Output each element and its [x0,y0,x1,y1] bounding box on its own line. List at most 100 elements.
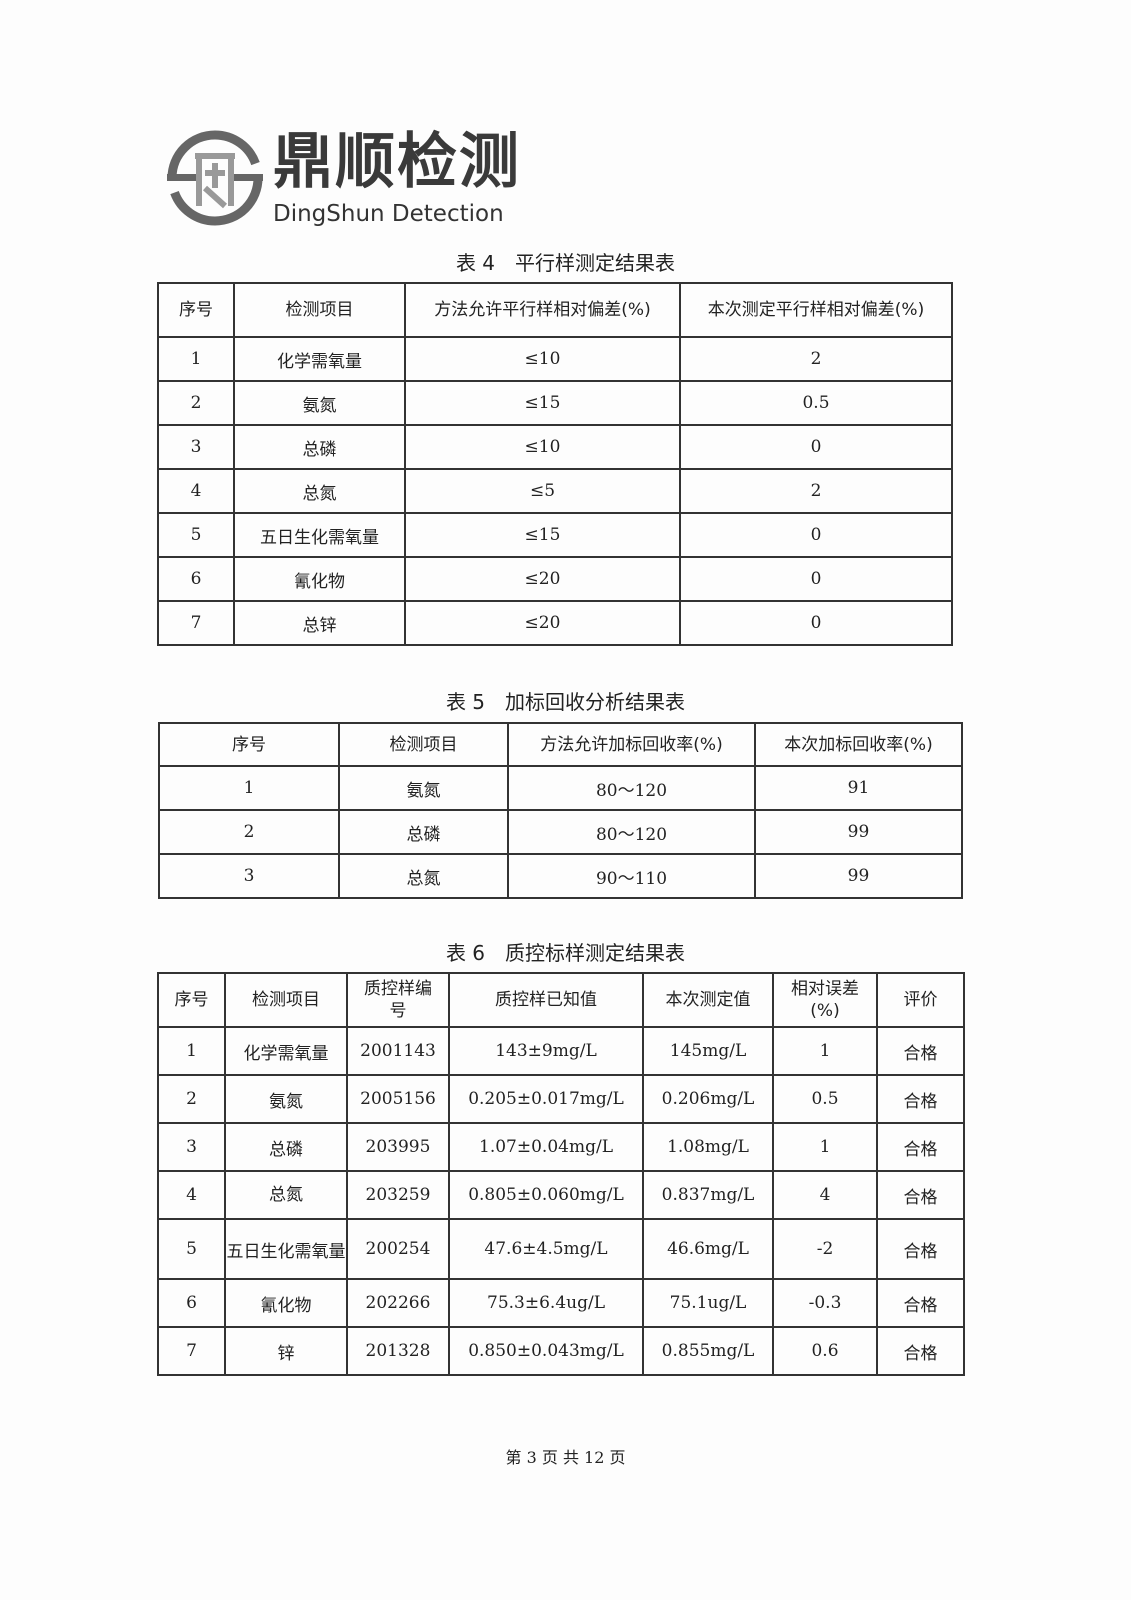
table-title: 加标回收分析结果表 [505,690,686,714]
table-title: 质控标样测定结果表 [505,941,686,965]
table-cell: 氨氮 [224,1074,348,1124]
table-cell: 合格 [876,1170,965,1220]
table-cell: 1 [158,765,340,811]
table-label: 表 4 [455,251,496,275]
table-cell: 总氮 [224,1170,348,1220]
table-cell: 2 [158,809,340,855]
table-row: 2 氨氮 2005156 0.205±0.017mg/L 0.206mg/L 0.5 合格 [157,1074,965,1124]
column-header: 质控样编号 [346,972,450,1028]
table-cell: ≤10 [404,424,681,470]
table-cell: ≤20 [404,600,681,646]
table-cell: 合格 [876,1326,965,1376]
header-row: 序号 检测项目 方法允许平行样相对偏差(%) 本次测定平行样相对偏差(%) [157,282,953,338]
table-cell: 99 [754,853,963,899]
table-cell: 2005156 [346,1074,450,1124]
table-cell: 4 [157,468,235,514]
table-cell: 0 [679,424,953,470]
table-cell: 氰化物 [224,1278,348,1328]
table-row: 1 氨氮 80～120 91 [158,765,963,811]
table-cell: 合格 [876,1278,965,1328]
table-cell: 氨氮 [233,380,406,426]
table-cell: 2 [679,336,953,382]
table-cell: 46.6mg/L [642,1218,774,1280]
table-row: 6 氰化物 202266 75.3±6.4ug/L 75.1ug/L -0.3 合格 [157,1278,965,1328]
table-cell: 47.6±4.5mg/L [448,1218,644,1280]
table-row: 7 锌 201328 0.850±0.043mg/L 0.855mg/L 0.6 合格 [157,1326,965,1376]
table-cell: 2 [157,1074,226,1124]
table-cell: 总锌 [233,600,406,646]
logo-english-name: DingShun Detection [273,201,504,227]
header-row: 序号 检测项目 方法允许加标回收率(%) 本次加标回收率(%) [158,722,963,767]
table-cell: -2 [772,1218,878,1280]
column-header: 质控样已知值 [448,972,644,1028]
table-title: 平行样测定结果表 [515,251,676,275]
table-row: 3 总磷 203995 1.07±0.04mg/L 1.08mg/L 1 合格 [157,1122,965,1172]
table-cell: 1 [772,1122,878,1172]
table-cell: 氨氮 [338,765,509,811]
table-cell: 总氮 [338,853,509,899]
column-header: 本次测定平行样相对偏差(%) [679,282,953,338]
table-cell: 91 [754,765,963,811]
table-cell: 0.206mg/L [642,1074,774,1124]
column-header: 相对误差(%) [772,972,878,1028]
table-cell: 7 [157,600,235,646]
table-row: 3 总磷 ≤10 0 [157,424,953,470]
table-cell: 氰化物 [233,556,406,602]
table-cell: 2 [157,380,235,426]
table-cell: 合格 [876,1026,965,1076]
table-cell: ≤20 [404,556,681,602]
column-header: 序号 [157,282,235,338]
column-header: 检测项目 [338,722,509,767]
table-cell: 0.850±0.043mg/L [448,1326,644,1376]
table-row: 7 总锌 ≤20 0 [157,600,953,646]
table-label: 表 5 [445,690,486,714]
table-cell: 合格 [876,1218,965,1280]
table-cell: 1.07±0.04mg/L [448,1122,644,1172]
table-cell: 0.855mg/L [642,1326,774,1376]
table-cell: 1 [157,1026,226,1076]
table-cell: 化学需氧量 [233,336,406,382]
table-cell: 1.08mg/L [642,1122,774,1172]
company-logo: 鼎顺检测 DingShun Detection [165,126,535,236]
page-number: 第 3 页 共 12 页 [505,1448,626,1467]
table-row: 2 总磷 80～120 99 [158,809,963,855]
table-cell: 90～110 [507,853,756,899]
table-row: 3 总氮 90～110 99 [158,853,963,899]
logo-emblem-icon [167,130,263,226]
table-cell: ≤15 [404,512,681,558]
table-cell: 总磷 [338,809,509,855]
table-cell: 0.5 [679,380,953,426]
column-header: 检测项目 [224,972,348,1028]
table-cell: 3 [157,424,235,470]
table-cell: 3 [157,1122,226,1172]
table-cell: 0 [679,556,953,602]
table-cell: 0 [679,600,953,646]
table-cell: 75.3±6.4ug/L [448,1278,644,1328]
table-cell: 200254 [346,1218,450,1280]
table-cell: 五日生化需氧量 [233,512,406,558]
table-cell: ≤5 [404,468,681,514]
table-cell: 3 [158,853,340,899]
table-cell: 2 [679,468,953,514]
table-cell: 1 [772,1026,878,1076]
table-cell: 80～120 [507,765,756,811]
column-header: 检测项目 [233,282,406,338]
table-cell: 203995 [346,1122,450,1172]
column-header: 方法允许平行样相对偏差(%) [404,282,681,338]
table-row: 4 总氮 203259 0.805±0.060mg/L 0.837mg/L 4 合格 [157,1170,965,1220]
parallel-sample-table: 序号 检测项目 方法允许平行样相对偏差(%) 本次测定平行样相对偏差(%) 1 化学需氧量… [157,282,953,646]
table-cell: 0.805±0.060mg/L [448,1170,644,1220]
table-cell: 0.205±0.017mg/L [448,1074,644,1124]
table-cell: 0.6 [772,1326,878,1376]
spike-recovery-table: 序号 检测项目 方法允许加标回收率(%) 本次加标回收率(%) 1 氨氮 80～120 91 2… [158,722,963,899]
table-cell: 合格 [876,1074,965,1124]
column-header: 序号 [158,722,340,767]
column-header: 评价 [876,972,965,1028]
table-row: 4 总氮 ≤5 2 [157,468,953,514]
table-row: 1 化学需氧量 2001143 143±9mg/L 145mg/L 1 合格 [157,1026,965,1076]
table-cell: 75.1ug/L [642,1278,774,1328]
table-cell: 99 [754,809,963,855]
table-cell: 6 [157,1278,226,1328]
table4-title: 表 4 平行样测定结果表 [0,247,1131,276]
table-row: 1 化学需氧量 ≤10 2 [157,336,953,382]
